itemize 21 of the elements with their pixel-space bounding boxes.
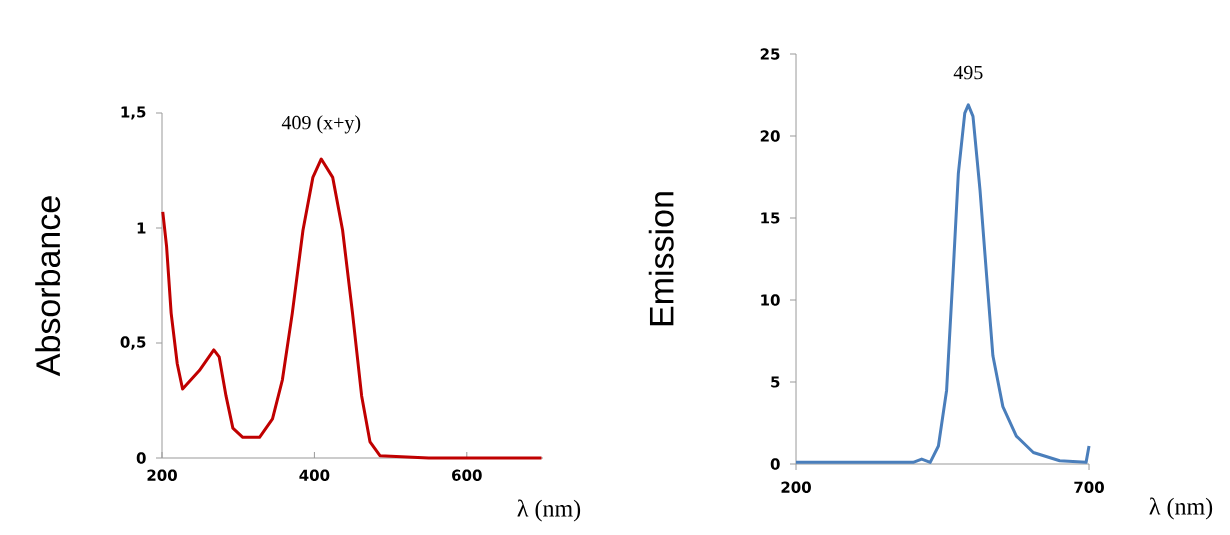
y-tick-label: 0 (136, 452, 146, 464)
y-tick-label: 0,5 (120, 336, 146, 350)
y-axis-title: Absorbance (35, 196, 61, 377)
y-tick-label: 5 (771, 376, 780, 388)
x-axis-title: λ (nm) (1149, 497, 1213, 520)
y-tick-label: 25 (760, 48, 780, 60)
y-tick-label: 15 (761, 212, 780, 224)
y-tick-label: 0 (770, 458, 780, 470)
y-tick-label: 1,5 (121, 106, 146, 120)
x-tick-label: 200 (147, 469, 177, 481)
y-tick-label: 20 (760, 130, 780, 142)
annotation: 409 (x+y) (281, 115, 361, 134)
x-tick-label: 700 (1074, 481, 1104, 493)
y-tick-label: 10 (761, 294, 780, 306)
x-axis-title: λ (nm) (517, 499, 581, 522)
x-tick-label: 200 (781, 481, 811, 493)
annotation: 495 (953, 65, 983, 80)
y-axis-title: Emission (648, 192, 674, 326)
x-tick-label: 600 (452, 469, 482, 481)
x-tick-label: 400 (299, 469, 330, 481)
y-tick-label: 1 (137, 222, 146, 234)
